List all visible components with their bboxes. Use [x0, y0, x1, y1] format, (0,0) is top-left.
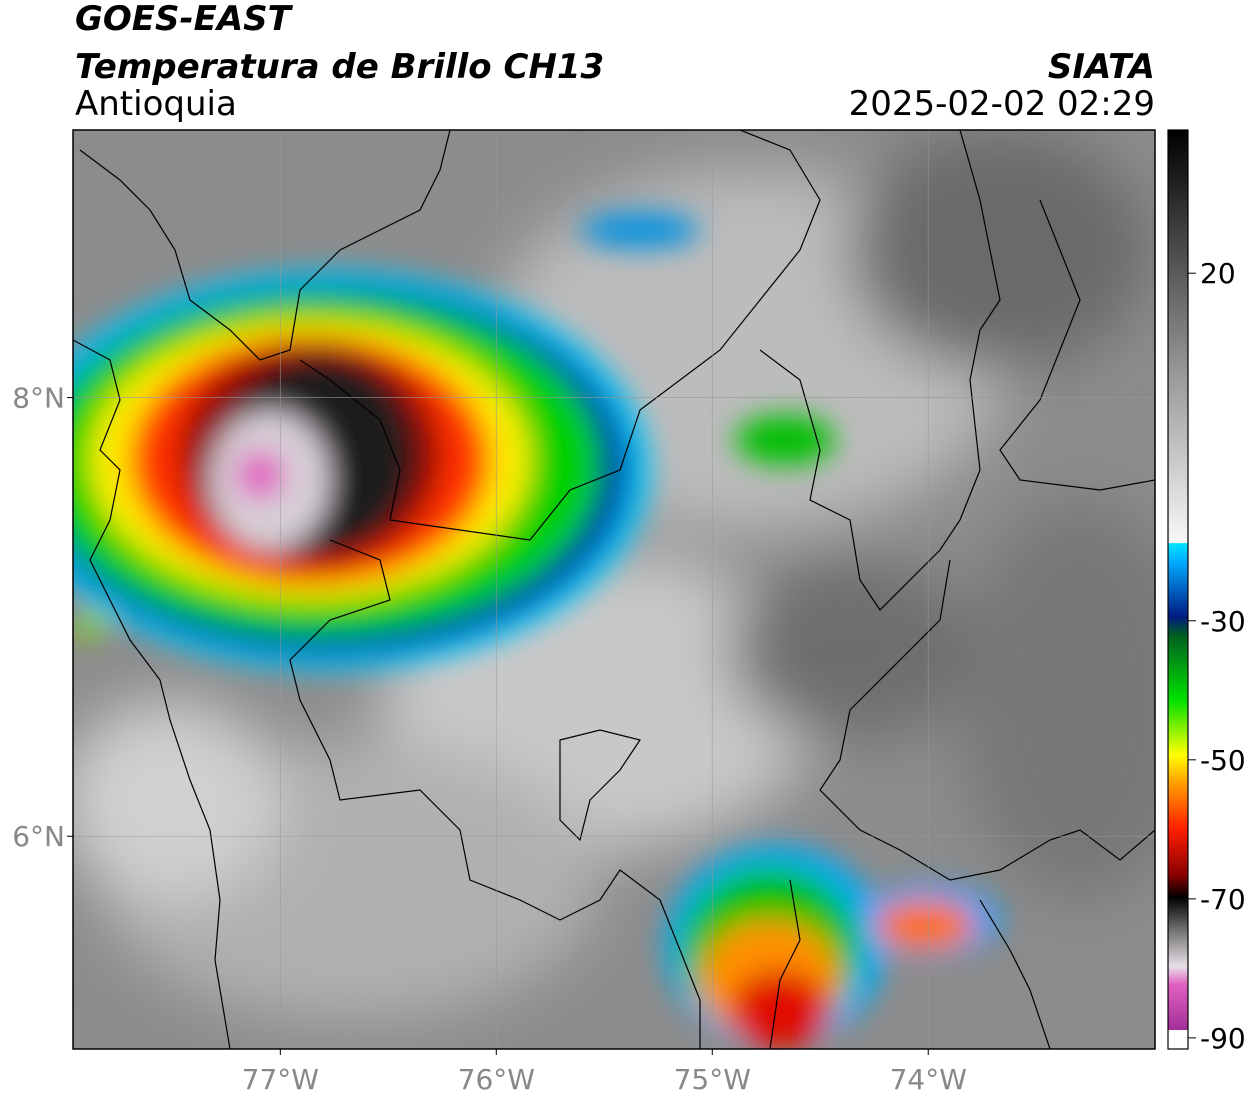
y-tick-label: 6°N [12, 820, 65, 853]
satellite-image [73, 130, 1155, 1049]
colorbar [1168, 130, 1188, 1049]
colorbar-tick-label: -30 [1200, 605, 1246, 638]
title: GOES-EAST [75, 0, 294, 39]
y-tick-label: 8°N [12, 382, 65, 415]
colorbar-under [1168, 1030, 1188, 1049]
region: Antioquia [75, 84, 237, 124]
source: SIATA [1048, 47, 1155, 87]
grid [73, 130, 1155, 1049]
x-tick-label: 74°W [890, 1063, 967, 1096]
colorbar-tick-label: 20 [1200, 257, 1236, 290]
colorbar-frame [1167, 129, 1189, 1050]
subtitle: Temperatura de Brillo CH13 [75, 47, 604, 87]
colorbar-tick-label: -70 [1200, 883, 1246, 916]
colorbar-tick-label: -90 [1200, 1022, 1246, 1055]
map-frame [72, 129, 1156, 1050]
x-tick-label: 76°W [458, 1063, 535, 1096]
datetime: 2025-02-02 02:29 [849, 84, 1155, 124]
colorbar-tick-label: -50 [1200, 744, 1246, 777]
x-tick-label: 77°W [242, 1063, 319, 1096]
x-tick-label: 75°W [674, 1063, 751, 1096]
